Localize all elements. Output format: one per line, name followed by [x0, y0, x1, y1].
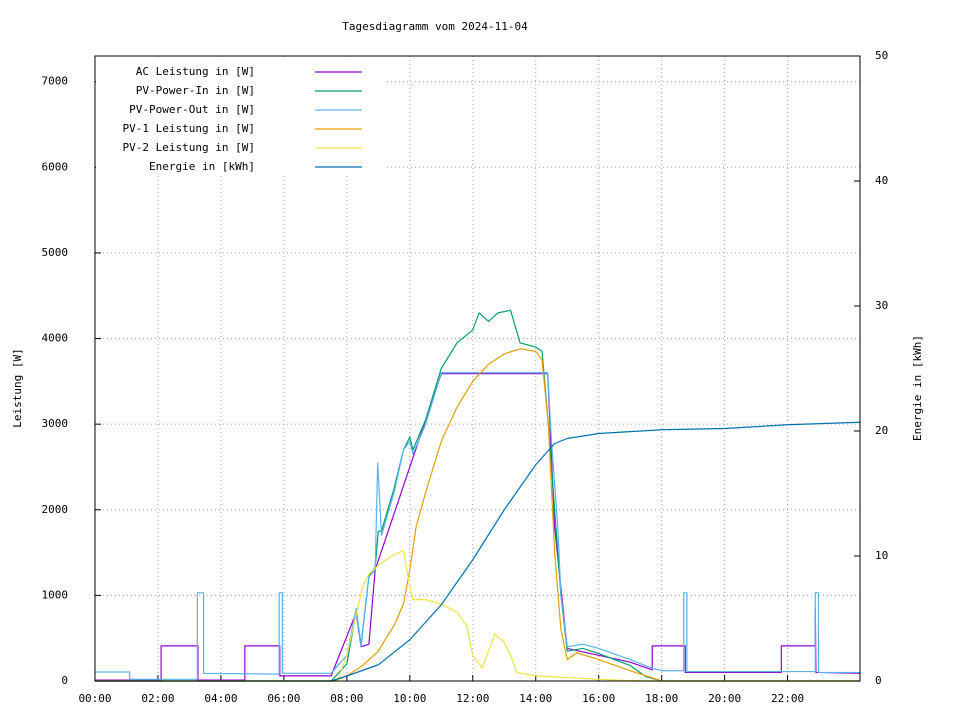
data-line	[95, 550, 860, 682]
data-line	[95, 372, 860, 680]
x-tick-label: 08:00	[330, 692, 363, 705]
legend-label: PV-Power-In in [W]	[136, 84, 255, 97]
y2-tick-label: 30	[875, 299, 888, 312]
y2-tick-label: 50	[875, 49, 888, 62]
y-tick-label: 6000	[42, 160, 69, 173]
y-tick-label: 3000	[42, 417, 69, 430]
y2-tick-label: 20	[875, 424, 888, 437]
x-tick-label: 14:00	[519, 692, 552, 705]
data-line	[95, 373, 861, 681]
legend-label: PV-1 Leistung in [W]	[123, 122, 255, 135]
legend-label: PV-2 Leistung in [W]	[123, 141, 255, 154]
y-tick-label: 5000	[42, 246, 69, 259]
legend-label: PV-Power-Out in [W]	[129, 103, 255, 116]
legend-label: AC Leistung in [W]	[136, 65, 255, 78]
y-tick-label: 1000	[42, 588, 69, 601]
x-tick-label: 12:00	[456, 692, 489, 705]
x-tick-label: 00:00	[78, 692, 111, 705]
y-tick-label: 0	[61, 674, 68, 687]
x-tick-label: 16:00	[582, 692, 615, 705]
y2-axis-label: Energie in [kWh]	[911, 335, 924, 441]
y2-tick-label: 0	[875, 674, 882, 687]
data-line	[95, 421, 861, 682]
x-tick-label: 22:00	[771, 692, 804, 705]
legend-background	[96, 60, 386, 176]
data-line	[95, 348, 860, 682]
x-tick-label: 18:00	[645, 692, 678, 705]
legend-label: Energie in [kWh]	[149, 160, 255, 173]
x-tick-label: 20:00	[708, 692, 741, 705]
y-axis-label: Leistung [W]	[11, 348, 24, 427]
data-line	[95, 309, 860, 682]
chart-title: Tagesdiagramm vom 2024-11-04	[342, 20, 528, 33]
y2-tick-label: 10	[875, 549, 888, 562]
y2-tick-label: 40	[875, 174, 888, 187]
y-tick-label: 7000	[42, 75, 69, 88]
y-tick-label: 2000	[42, 503, 69, 516]
y-tick-label: 4000	[42, 332, 69, 345]
plot-border	[94, 55, 861, 682]
x-tick-label: 02:00	[141, 692, 174, 705]
x-tick-label: 10:00	[393, 692, 426, 705]
x-tick-label: 06:00	[267, 692, 300, 705]
x-tick-label: 04:00	[204, 692, 237, 705]
